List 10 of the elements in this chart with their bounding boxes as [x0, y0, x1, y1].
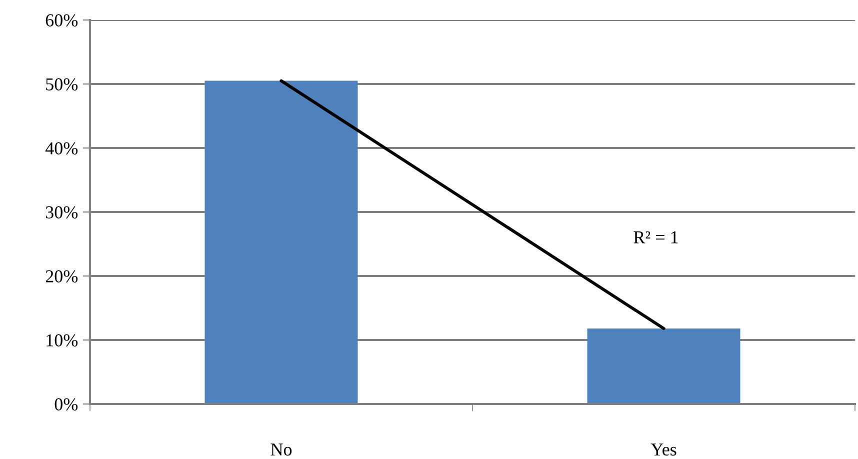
y-tick-label: 50%: [46, 78, 78, 90]
y-tick-label: 40%: [45, 142, 78, 154]
y-tick-label: 30%: [46, 206, 78, 218]
annotation: R² = 1: [634, 231, 678, 244]
y-tick-label: 10%: [46, 334, 78, 346]
y-tick-label: 60%: [46, 14, 78, 26]
y-tick-label: 0%: [54, 398, 78, 410]
x-tick-label: Yes: [650, 444, 676, 456]
y-tick-label: 20%: [46, 270, 78, 282]
x-tick-label: No: [270, 444, 292, 456]
